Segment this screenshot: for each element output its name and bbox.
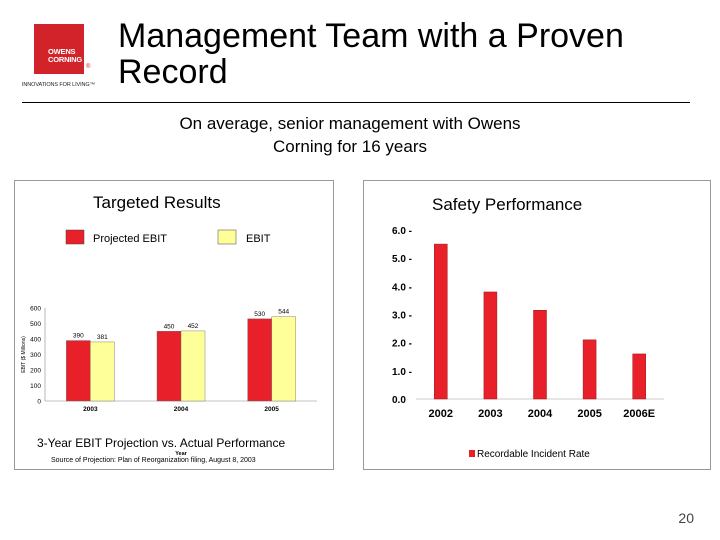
right-y-tick: 0.0 xyxy=(392,395,406,406)
right-bar xyxy=(434,243,448,400)
right-y-tick: 1.0 - xyxy=(392,367,412,378)
left-bar-value-label: 390 xyxy=(73,333,84,340)
title-divider xyxy=(22,102,690,103)
left-bar xyxy=(180,330,206,402)
right-chart-title: Safety Performance xyxy=(432,195,582,214)
legend-projected-swatch xyxy=(65,229,85,245)
left-y-axis-label: EBIT ($ Millions) xyxy=(21,336,27,373)
left-bar-value-label: 452 xyxy=(188,323,199,330)
left-bar-value-label: 381 xyxy=(97,334,108,341)
left-bar xyxy=(271,316,296,402)
left-bar-value-label: 530 xyxy=(254,311,265,318)
left-x-axis-ticks: 2003 2004 2005 xyxy=(83,406,279,413)
safety-performance-panel: Safety Performance 0.0 1.0 - 2.0 - 3.0 -… xyxy=(363,180,711,470)
right-bar xyxy=(582,339,597,400)
slide-title: Management Team with a Proven Record xyxy=(118,17,624,91)
left-y-tick: 300 xyxy=(30,352,41,359)
logo-registered-mark: ® xyxy=(86,64,91,70)
right-x-tick: 2005 xyxy=(577,408,601,420)
left-bar xyxy=(247,318,272,402)
left-x-axis-label: Year xyxy=(175,451,187,457)
logo-brand-text: OWENS CORNING xyxy=(48,48,94,64)
legend-projected-label: Projected EBIT xyxy=(93,233,167,245)
left-y-tick: 600 xyxy=(30,306,41,313)
right-y-tick: 3.0 - xyxy=(392,311,412,322)
left-y-tick: 0 xyxy=(37,399,41,406)
left-bar xyxy=(156,331,182,402)
logo-red-box: OWENS CORNING xyxy=(34,24,84,74)
left-bar-value-label: 544 xyxy=(278,309,289,316)
right-bar xyxy=(533,310,547,400)
logo-brand-line2: CORNING xyxy=(48,55,83,64)
right-x-tick: 2006E xyxy=(623,408,655,420)
left-y-tick: 400 xyxy=(30,337,41,344)
right-y-tick: 4.0 - xyxy=(392,282,412,293)
logo-tagline: INNOVATIONS FOR LIVING™ xyxy=(22,82,95,88)
right-x-tick: 2002 xyxy=(429,408,453,420)
right-legend-label: Recordable Incident Rate xyxy=(477,449,590,460)
right-x-tick: 2004 xyxy=(528,408,553,420)
left-y-tick: 100 xyxy=(30,383,41,390)
left-chart-title: Targeted Results xyxy=(93,193,221,212)
right-bar xyxy=(632,353,646,400)
left-plot-area: 390 381 450 452 530 544 xyxy=(44,308,317,402)
right-legend-swatch xyxy=(469,450,475,457)
left-x-tick: 2003 xyxy=(83,406,98,413)
slide-subtitle: On average, senior management with Owens… xyxy=(179,114,521,156)
left-y-tick: 200 xyxy=(30,368,41,375)
right-y-tick: 6.0 - xyxy=(392,226,412,237)
left-x-tick: 2004 xyxy=(174,406,189,413)
right-y-tick: 2.0 - xyxy=(392,339,412,350)
left-bar-value-label: 450 xyxy=(164,323,175,330)
right-x-tick: 2003 xyxy=(478,408,502,420)
targeted-results-chart: Targeted Results Projected EBIT EBIT 0 1… xyxy=(21,193,317,464)
right-bar xyxy=(483,291,498,400)
right-plot-area xyxy=(416,243,664,400)
left-y-tick: 500 xyxy=(30,321,41,328)
right-y-axis-ticks: 0.0 1.0 - 2.0 - 3.0 - 4.0 - 5.0 - 6.0 - xyxy=(392,226,412,406)
left-bar xyxy=(90,341,115,402)
left-y-axis-ticks: 0 100 200 300 400 500 600 xyxy=(30,306,41,406)
legend-ebit-swatch xyxy=(217,229,237,245)
page-number: 20 xyxy=(678,510,694,526)
targeted-results-panel: Targeted Results Projected EBIT EBIT 0 1… xyxy=(14,180,334,470)
left-x-tick: 2005 xyxy=(264,406,279,413)
owens-corning-logo: OWENS CORNING ® INNOVATIONS FOR LIVING™ xyxy=(22,22,102,96)
left-chart-source: Source of Projection: Plan of Reorganiza… xyxy=(51,457,256,464)
right-x-axis-ticks: 2002 2003 2004 2005 2006E xyxy=(429,408,656,420)
logo-brand-line1: OWENS xyxy=(48,47,76,56)
right-y-tick: 5.0 - xyxy=(392,254,412,265)
left-chart-caption: 3-Year EBIT Projection vs. Actual Perfor… xyxy=(37,436,285,450)
safety-performance-chart: Safety Performance 0.0 1.0 - 2.0 - 3.0 -… xyxy=(392,195,664,460)
legend-ebit-label: EBIT xyxy=(246,233,271,245)
left-bar xyxy=(66,340,91,402)
